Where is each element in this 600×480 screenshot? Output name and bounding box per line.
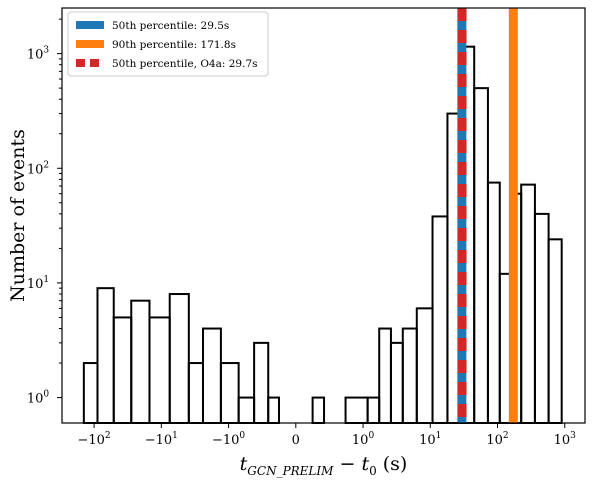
histogram-bar [366, 396, 381, 425]
x-tick-label: −101 [145, 431, 178, 448]
histogram-bar [415, 307, 434, 424]
plot-frame [61, 7, 586, 424]
axes: −102 −101 −100 0 100 101 102 103 100 101 102 103 Num… [7, 7, 586, 478]
histogram-bar [344, 396, 369, 425]
y-tick-label: 100 [27, 390, 50, 407]
histogram-bar [237, 396, 256, 425]
x-tick-label: 100 [352, 431, 375, 448]
histogram-bar [401, 327, 418, 424]
x-tick-label: 101 [419, 431, 441, 448]
x-axis-label: tGCN_PRELIM − t0 (s) [240, 453, 408, 478]
histogram-bar [431, 215, 449, 424]
histogram-bar [130, 299, 151, 424]
histogram-bar [486, 181, 501, 424]
histogram-bar [82, 362, 99, 425]
y-tick-label: 102 [27, 160, 49, 177]
histogram-bar [547, 238, 563, 424]
y-tick-label: 101 [27, 275, 49, 292]
histogram-bar [168, 293, 190, 424]
histogram-bar [533, 212, 550, 424]
histogram-bars [82, 16, 563, 425]
histogram-bar [187, 362, 204, 425]
x-tick-label: 0 [292, 433, 300, 448]
histogram-bar [389, 341, 404, 424]
histogram-bar [311, 396, 326, 425]
legend-label-3: 50th percentile, O4a: 29.7s [112, 58, 258, 70]
histogram-bar [148, 316, 171, 424]
histogram-bar [498, 272, 512, 424]
x-tick-label: 102 [486, 431, 508, 448]
legend-label-1: 50th percentile: 29.5s [112, 20, 229, 32]
histogram-bar [253, 341, 270, 424]
x-tick-label: −102 [77, 431, 110, 448]
histogram-bar [473, 87, 489, 424]
histogram-bar [378, 327, 392, 424]
legend-label-2: 90th percentile: 171.8s [112, 39, 236, 51]
percentile-lines [457, 8, 518, 423]
legend: 50th percentile: 29.5s 90th percentile: 1… [67, 11, 269, 77]
y-axis-label: Number of events [7, 129, 29, 302]
histogram-bar [219, 362, 240, 425]
histogram-bar [201, 327, 222, 424]
x-tick-label: −100 [212, 431, 245, 448]
legend-box [67, 11, 269, 77]
histogram-bar [267, 396, 280, 425]
histogram-bar [520, 183, 536, 424]
x-tick-label: 103 [554, 431, 577, 448]
histogram-bar [96, 287, 115, 425]
histogram-bar [112, 316, 133, 424]
y-tick-label: 103 [27, 46, 50, 63]
